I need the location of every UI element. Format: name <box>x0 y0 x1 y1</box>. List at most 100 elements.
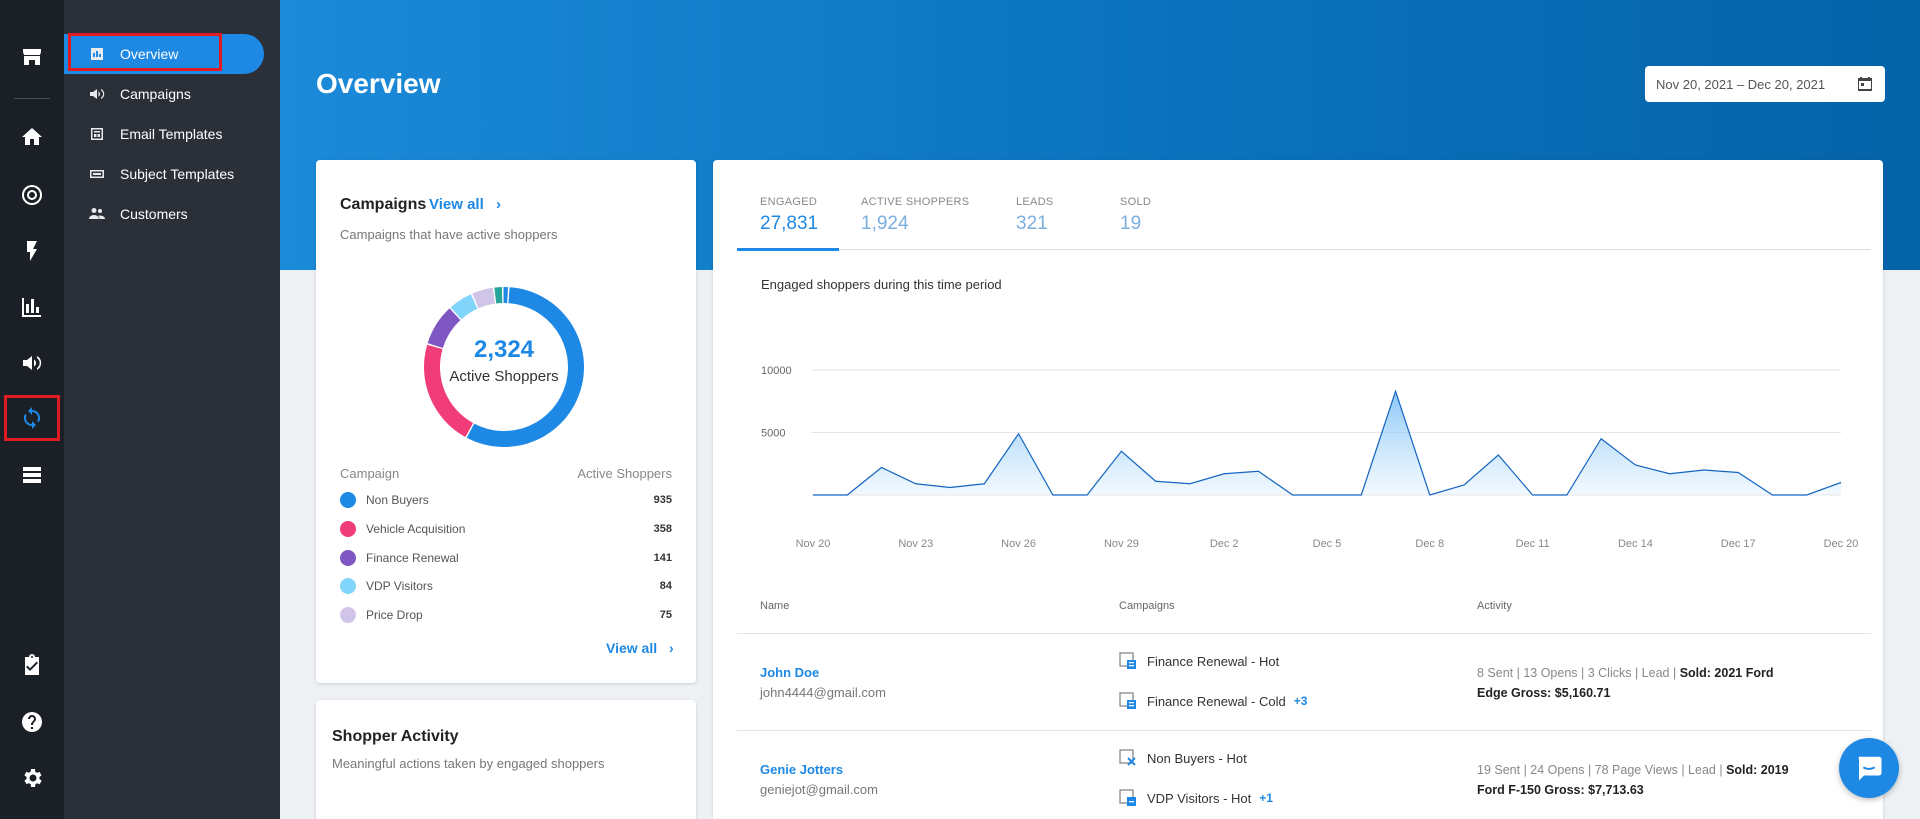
donut-slice[interactable] <box>427 308 461 348</box>
help-icon[interactable] <box>12 702 52 742</box>
data-point[interactable] <box>1565 493 1569 497</box>
megaphone-icon[interactable] <box>12 343 52 383</box>
data-point[interactable] <box>1428 493 1432 497</box>
data-point[interactable] <box>1085 493 1089 497</box>
refresh-icon[interactable] <box>4 395 60 441</box>
data-point[interactable] <box>1599 437 1603 441</box>
data-point[interactable] <box>1805 493 1809 497</box>
submenu-item-label: Overview <box>120 46 179 62</box>
shopper-name-link[interactable]: John Doe <box>760 665 820 680</box>
data-point[interactable] <box>1702 468 1706 472</box>
donut-slice[interactable] <box>503 287 508 304</box>
legend-row[interactable]: Price Drop 75 <box>340 605 672 625</box>
data-point[interactable] <box>1531 493 1535 497</box>
donut-slice[interactable] <box>472 287 495 309</box>
data-point[interactable] <box>1668 472 1672 476</box>
data-point[interactable] <box>1222 472 1226 476</box>
data-point[interactable] <box>1359 493 1363 497</box>
data-point[interactable] <box>948 486 952 490</box>
lightning-icon[interactable] <box>12 231 52 271</box>
tab-value: 321 <box>1016 213 1048 234</box>
submenu-item-campaigns[interactable]: Campaigns <box>64 74 264 114</box>
donut-total-label: Active Shoppers <box>449 368 559 385</box>
data-point[interactable] <box>1325 493 1329 497</box>
activity-summary: 19 Sent | 24 Opens | 78 Page Views | Lea… <box>1477 760 1789 800</box>
shopper-activity-subtitle: Meaningful actions taken by engaged shop… <box>332 756 605 771</box>
x-tick-label: Nov 26 <box>1001 538 1036 550</box>
bar-chart-icon[interactable] <box>12 287 52 327</box>
data-point[interactable] <box>1154 479 1158 483</box>
data-point[interactable] <box>1839 481 1843 485</box>
donut-slice[interactable] <box>466 287 584 447</box>
legend-row[interactable]: Vehicle Acquisition 358 <box>340 519 672 539</box>
data-point[interactable] <box>1394 389 1398 393</box>
data-point[interactable] <box>1496 453 1500 457</box>
data-point[interactable] <box>1736 471 1740 475</box>
list-icon[interactable] <box>12 455 52 495</box>
campaigns-view-all-bottom-link[interactable]: View all › <box>606 640 674 656</box>
data-point[interactable] <box>1119 449 1123 453</box>
more-campaigns-link[interactable]: +1 <box>1259 791 1273 805</box>
tab-active-shoppers[interactable]: ACTIVE SHOPPERS 1,924 <box>861 196 969 235</box>
shopper-name-link[interactable]: Genie Jotters <box>760 762 844 777</box>
activity-stats: 19 Sent | 24 Opens | 78 Page Views | Lea… <box>1477 763 1723 777</box>
donut-slice[interactable] <box>424 344 474 438</box>
data-point[interactable] <box>1633 463 1637 467</box>
data-point[interactable] <box>845 493 849 497</box>
legend-campaign-value: 358 <box>653 523 672 535</box>
data-point[interactable] <box>982 482 986 486</box>
x-tick-label: Dec 8 <box>1415 538 1444 550</box>
engaged-area-chart: 10000 5000 Nov 20 Nov 23 Nov 26 Nov 29 Dec 2 De… <box>761 365 1859 550</box>
more-campaigns-link[interactable]: +3 <box>1293 694 1308 708</box>
tab-leads[interactable]: LEADS 321 <box>1016 196 1054 235</box>
x-tick-label: Dec 20 <box>1824 538 1859 550</box>
legend-campaign-value: 84 <box>659 580 672 592</box>
x-tick-label: Dec 2 <box>1210 538 1239 550</box>
tab-engaged[interactable]: ENGAGED 27,831 <box>760 196 818 235</box>
sold-info: Sold: 2019 <box>1726 763 1789 777</box>
engagement-card: ENGAGED 27,831 ACTIVE SHOPPERS 1,924 LEA… <box>713 160 1883 819</box>
donut-slice[interactable] <box>450 294 478 320</box>
active-tab-indicator <box>737 248 839 251</box>
data-point[interactable] <box>811 493 815 497</box>
data-point[interactable] <box>880 466 884 470</box>
chat-button[interactable] <box>1839 738 1899 798</box>
submenu-item-customers[interactable]: Customers <box>64 194 264 234</box>
home-icon[interactable] <box>12 117 52 157</box>
legend-row[interactable]: Finance Renewal 141 <box>340 548 672 568</box>
sold-info: Sold: 2021 Ford <box>1679 666 1774 680</box>
gross-info: Edge Gross: $5,160.71 <box>1477 686 1611 700</box>
date-range-picker[interactable]: Nov 20, 2021 – Dec 20, 2021 <box>1645 66 1885 102</box>
submenu-item-overview[interactable]: Overview <box>64 34 264 74</box>
tab-sold[interactable]: SOLD 19 <box>1120 196 1151 235</box>
legend-row[interactable]: Non Buyers 935 <box>340 490 672 510</box>
target-icon[interactable] <box>12 175 52 215</box>
campaign-tag: Finance Renewal - Hot <box>1119 652 1279 670</box>
submenu-item-email-templates[interactable]: Email Templates <box>64 114 264 154</box>
legend-col-campaign: Campaign <box>340 466 400 481</box>
store-icon[interactable] <box>12 37 52 77</box>
view-all-label: View all <box>429 196 484 213</box>
data-point[interactable] <box>1051 493 1055 497</box>
campaign-tag: Non Buyers - Hot <box>1119 749 1247 767</box>
legend-row[interactable]: VDP Visitors 84 <box>340 576 672 596</box>
data-point[interactable] <box>1188 482 1192 486</box>
rail-divider <box>14 98 50 99</box>
data-point[interactable] <box>1291 493 1295 497</box>
data-point[interactable] <box>914 482 918 486</box>
donut-slice[interactable] <box>494 287 503 304</box>
submenu-item-subject-templates[interactable]: Subject Templates <box>64 154 264 194</box>
data-point[interactable] <box>1462 483 1466 487</box>
clipboard-check-icon[interactable] <box>12 646 52 686</box>
gear-icon[interactable] <box>12 758 52 798</box>
calendar-icon[interactable] <box>1857 76 1873 92</box>
data-point[interactable] <box>1256 469 1260 473</box>
subject-template-icon <box>88 165 106 183</box>
col-header-campaigns: Campaigns <box>1119 600 1175 612</box>
campaigns-view-all-link[interactable]: View all › <box>429 196 501 213</box>
tab-value: 19 <box>1120 213 1142 234</box>
legend-campaign-value: 935 <box>653 494 672 506</box>
data-point[interactable] <box>1770 493 1774 497</box>
y-tick-label: 5000 <box>761 428 785 440</box>
data-point[interactable] <box>1017 432 1021 436</box>
